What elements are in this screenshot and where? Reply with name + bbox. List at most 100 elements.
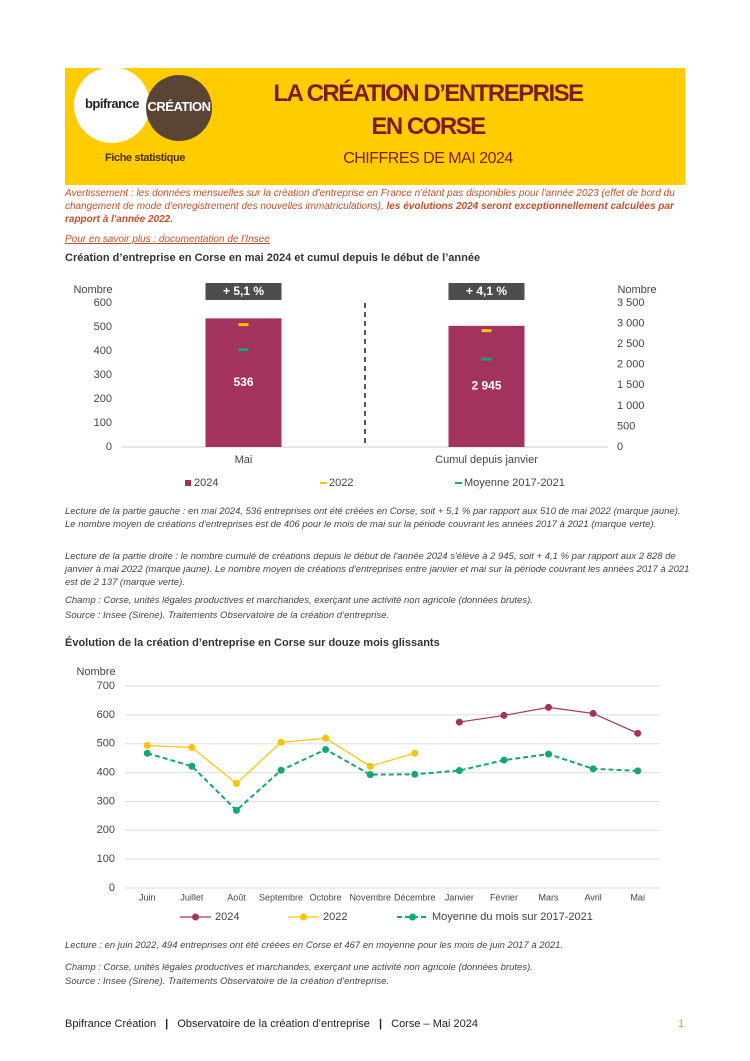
y-axis-label: Nombre [73, 284, 112, 296]
point [500, 711, 508, 719]
x-tick-label: Mai [630, 892, 645, 902]
badge-label: + 5,1 % [223, 284, 264, 298]
notice-emphasis: les évolutions 2024 seront exceptionnell… [65, 201, 674, 225]
legend-swatch [185, 480, 191, 486]
badge [448, 283, 525, 300]
x-tick-label: Août [227, 892, 246, 902]
legend-swatch [300, 913, 307, 921]
x-tick-label: Septembre [259, 892, 303, 902]
point [277, 766, 285, 774]
chart-title: Évolution de la création d’entreprise en… [65, 637, 440, 649]
notice: Avertissement : les données mensuelles s… [65, 187, 690, 226]
footer: Bpifrance Création | Observatoire de la … [65, 1018, 478, 1030]
chart-2: 0 100 200 300 400 500 600 700 Nombre Juin Juillet A… [76, 666, 660, 923]
y-tick-label: 100 [94, 417, 112, 429]
y-tick-label: 300 [97, 795, 115, 807]
legend-label: Moyenne 2017-2021 [464, 477, 565, 489]
y-tick-label: 700 [97, 680, 115, 692]
y-tick-label: 0 [109, 882, 115, 894]
x-tick-label: Décembre [394, 892, 436, 902]
point [188, 762, 196, 770]
value-label: 2 945 [471, 379, 501, 393]
title-line1: LA CRÉATION D’ENTREPRISE [273, 80, 584, 107]
title-line2: EN CORSE [371, 113, 486, 140]
legend-label: Moyenne du mois sur 2017-2021 [432, 911, 593, 923]
x-tick-label: Novembre [349, 892, 391, 902]
note: Source : Insee (Sirene). Traitements Obs… [65, 976, 390, 987]
point [634, 767, 642, 775]
chart-title: Création d’entreprise en Corse en mai 20… [65, 252, 481, 264]
y2-tick-label: 0 [617, 441, 623, 453]
y2-tick-label: 3 500 [617, 297, 645, 309]
y-tick-label: 400 [94, 345, 112, 357]
y-tick-label: 200 [97, 824, 115, 836]
point [545, 703, 553, 711]
y2-tick-label: 2 000 [617, 359, 645, 371]
y-tick-label: 500 [97, 738, 115, 750]
y-axis-label: Nombre [76, 666, 115, 678]
logo-bpi-text: bpifrance [84, 96, 140, 111]
point [322, 734, 330, 742]
y2-axis-label: Nombre [617, 284, 656, 296]
header-tag: Fiche statistique [105, 152, 185, 164]
x-tick-label: Janvier [445, 892, 474, 902]
logo-creation [146, 75, 212, 141]
x-tick-label: Juillet [180, 892, 204, 902]
legend-label: 2024 [215, 911, 239, 923]
point [143, 749, 151, 757]
badge [205, 283, 282, 300]
y2-tick-label: 1 000 [617, 400, 645, 412]
legend-label: 2024 [194, 477, 218, 489]
point [455, 718, 463, 726]
notice-text: Avertissement : les données mensuelles s… [65, 188, 675, 212]
y2-tick-label: 2 500 [617, 338, 645, 350]
bar [448, 325, 525, 447]
x-tick-label: Octobre [310, 892, 342, 902]
x-tick-label: Février [490, 892, 518, 902]
point [634, 729, 642, 737]
note: Lecture : en juin 2022, 494 entreprises … [65, 940, 564, 951]
bar [205, 318, 282, 447]
note: Champ : Corse, unités légales productive… [65, 595, 533, 606]
y-tick-label: 600 [94, 297, 112, 309]
subtitle: CHIFFRES DE MAI 2024 [343, 150, 513, 167]
x-tick-label: Cumul depuis janvier [435, 454, 538, 466]
chart-1: 0 100 200 300 400 500 600 0 500 1 000 1 500 2 000 2 … [73, 283, 657, 489]
line [459, 706, 638, 734]
x-tick-label: Avril [584, 892, 601, 902]
value-label: 536 [233, 375, 253, 389]
x-tick-label: Mai [235, 454, 253, 466]
y2-tick-label: 3 000 [617, 317, 645, 329]
x-tick-label: Juin [139, 892, 156, 902]
point [366, 762, 374, 770]
point [188, 743, 196, 751]
footer-observatory: Observatoire de la création d’entreprise [177, 1018, 370, 1030]
point [232, 780, 240, 788]
note: Lecture de la partie droite : le nombre … [65, 551, 690, 588]
point [545, 750, 553, 758]
note: Source : Insee (Sirene). Traitements Obs… [65, 610, 390, 621]
x-tick-label: Mars [539, 892, 559, 902]
page-number: 1 [678, 1018, 685, 1030]
logo-bpi [74, 67, 150, 143]
y-tick-label: 300 [94, 369, 112, 381]
y-tick-label: 400 [97, 766, 115, 778]
y-tick-label: 200 [94, 393, 112, 405]
y2-tick-label: 500 [617, 420, 635, 432]
line [147, 748, 638, 812]
point [411, 770, 419, 778]
note: Champ : Corse, unités légales productive… [65, 962, 533, 973]
doc-link[interactable]: Pour en savoir plus : documentation de l… [65, 234, 270, 245]
point [143, 741, 151, 749]
point [322, 745, 330, 753]
logo-creation-text: CRÉATION [147, 99, 211, 114]
point [589, 709, 597, 717]
point [455, 767, 463, 775]
y-tick-label: 500 [94, 321, 112, 333]
legend-swatch [192, 913, 199, 921]
point [411, 749, 419, 757]
y-tick-label: 100 [97, 853, 115, 865]
point [589, 765, 597, 773]
point [500, 756, 508, 764]
